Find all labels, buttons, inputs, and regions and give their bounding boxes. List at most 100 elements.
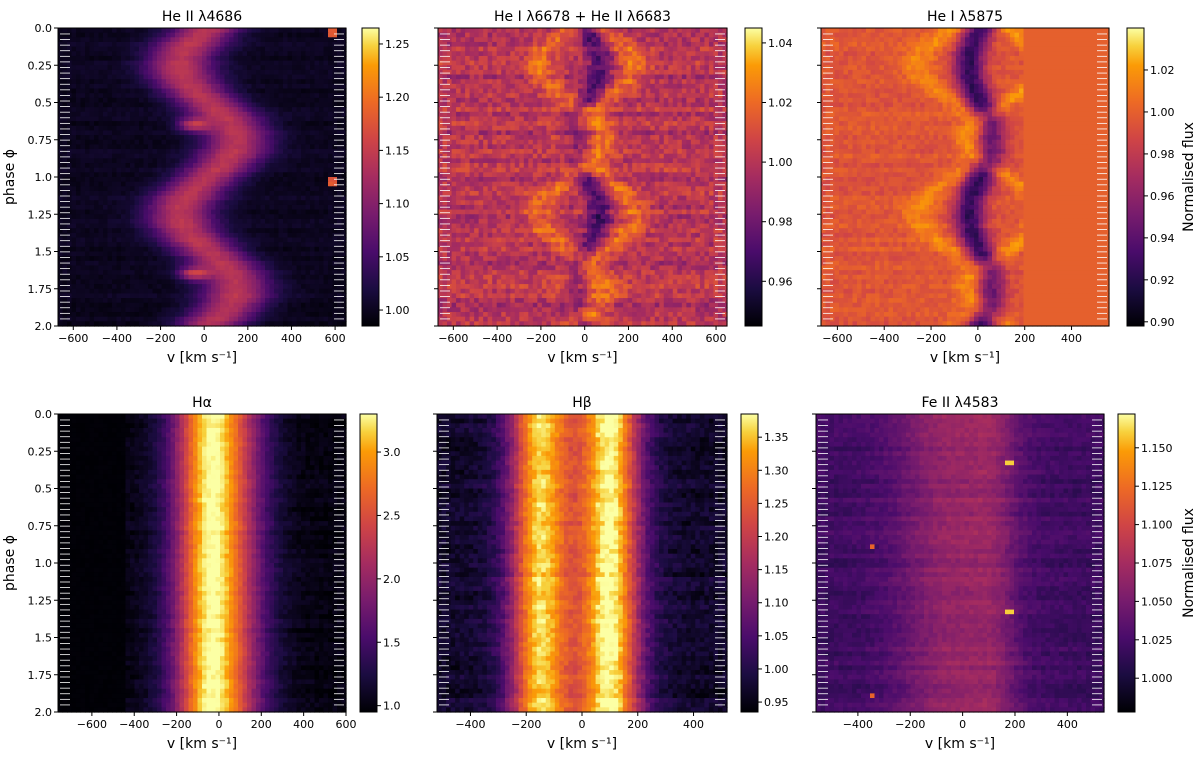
heatmap-cell [179, 232, 185, 239]
heatmap-cell [274, 79, 280, 85]
heatmap-cell [314, 51, 320, 57]
heatmap-cell [287, 307, 293, 313]
heatmap-cell [305, 116, 311, 122]
heatmap-cell [341, 274, 347, 281]
heatmap-cell [605, 28, 611, 34]
heatmap-cell [67, 153, 73, 159]
heatmap-cell [107, 144, 113, 150]
heatmap-cell [130, 172, 136, 178]
heatmap-cell [206, 41, 212, 48]
heatmap-cell [179, 274, 185, 281]
heatmap-cell [139, 41, 145, 48]
heatmap-cell [323, 321, 329, 327]
heatmap-cell [328, 139, 334, 146]
heatmap-cell [220, 298, 226, 304]
heatmap-cell [206, 51, 212, 57]
heatmap-cell [98, 55, 104, 62]
heatmap-cell [310, 190, 316, 197]
heatmap-cell [269, 51, 275, 57]
heatmap-cell [460, 41, 466, 48]
heatmap-cell [134, 88, 140, 94]
heatmap-cell [197, 284, 203, 290]
heatmap-cell [328, 97, 334, 104]
heatmap-cell [465, 74, 471, 80]
heatmap-cell [242, 195, 248, 201]
heatmap-cell [519, 79, 525, 85]
heatmap-cell [184, 321, 190, 327]
heatmap-cell [260, 74, 266, 80]
heatmap-cell [609, 60, 615, 66]
heatmap-cell [134, 116, 140, 122]
heatmap-cell [341, 251, 347, 257]
heatmap-cell [541, 41, 547, 48]
heatmap-cell [283, 265, 289, 271]
heatmap-cell [166, 153, 172, 159]
heatmap-cell [478, 55, 484, 62]
heatmap-cell [233, 144, 239, 150]
heatmap-cell [224, 298, 230, 304]
heatmap-cell [67, 158, 73, 164]
heatmap-cell [94, 28, 100, 34]
heatmap-cell [305, 37, 311, 43]
heatmap-cell [296, 144, 302, 150]
heatmap-cell [568, 83, 575, 90]
heatmap-cell [256, 121, 262, 127]
heatmap-cell [116, 312, 122, 318]
heatmap-cell [89, 97, 95, 104]
heatmap-cell [80, 69, 86, 76]
heatmap-cell [310, 242, 316, 248]
heatmap-cell [94, 135, 100, 141]
heatmap-cell [278, 279, 284, 285]
heatmap-cell [202, 177, 208, 183]
heatmap-cell [242, 186, 248, 192]
heatmap-cell [654, 74, 660, 80]
heatmap-cell [456, 65, 462, 71]
heatmap-cell [283, 51, 289, 57]
heatmap-cell [568, 60, 575, 66]
heatmap-cell [451, 32, 457, 38]
heatmap-cell [314, 139, 320, 146]
heatmap-cell [193, 102, 199, 108]
heatmap-cell [659, 28, 665, 34]
heatmap-cell [58, 172, 64, 178]
heatmap-cell [274, 270, 280, 276]
heatmap-cell [188, 181, 194, 187]
heatmap-cell [278, 102, 284, 108]
heatmap-cell [501, 69, 507, 76]
heatmap-cell [112, 316, 118, 322]
heatmap-cell [220, 107, 226, 113]
heatmap-cell [148, 144, 154, 150]
heatmap-cell [89, 246, 95, 253]
heatmap-cell [188, 55, 194, 62]
heatmap-cell [76, 232, 82, 239]
heatmap-cell [94, 116, 100, 122]
heatmap-cell [188, 260, 194, 267]
heatmap-cell [175, 214, 181, 220]
heatmap-cell [310, 228, 316, 234]
heatmap-cell [292, 46, 298, 52]
heatmap-cell [175, 37, 181, 43]
heatmap-cell [188, 279, 194, 285]
heatmap-cell [211, 270, 217, 276]
heatmap-cell [265, 288, 271, 295]
heatmap-cell [269, 172, 275, 178]
heatmap-cell [305, 107, 311, 113]
heatmap-cell [197, 32, 203, 38]
heatmap-cell [341, 32, 347, 38]
heatmap-cell [690, 46, 696, 52]
heatmap-cell [175, 111, 181, 118]
heatmap-cell [260, 167, 266, 173]
heatmap-cell [116, 279, 122, 285]
heatmap-cell [238, 93, 244, 99]
heatmap-cell [501, 88, 507, 94]
heatmap-cell [238, 130, 244, 136]
heatmap-cell [654, 60, 660, 66]
heatmap-cell [251, 274, 257, 281]
heatmap-cell [143, 265, 149, 271]
heatmap-cell [305, 298, 311, 304]
heatmap-cell [58, 88, 64, 94]
heatmap-cell [116, 116, 122, 122]
heatmap-cell [251, 121, 257, 127]
heatmap-cell [134, 28, 140, 34]
heatmap-cell [319, 28, 325, 34]
